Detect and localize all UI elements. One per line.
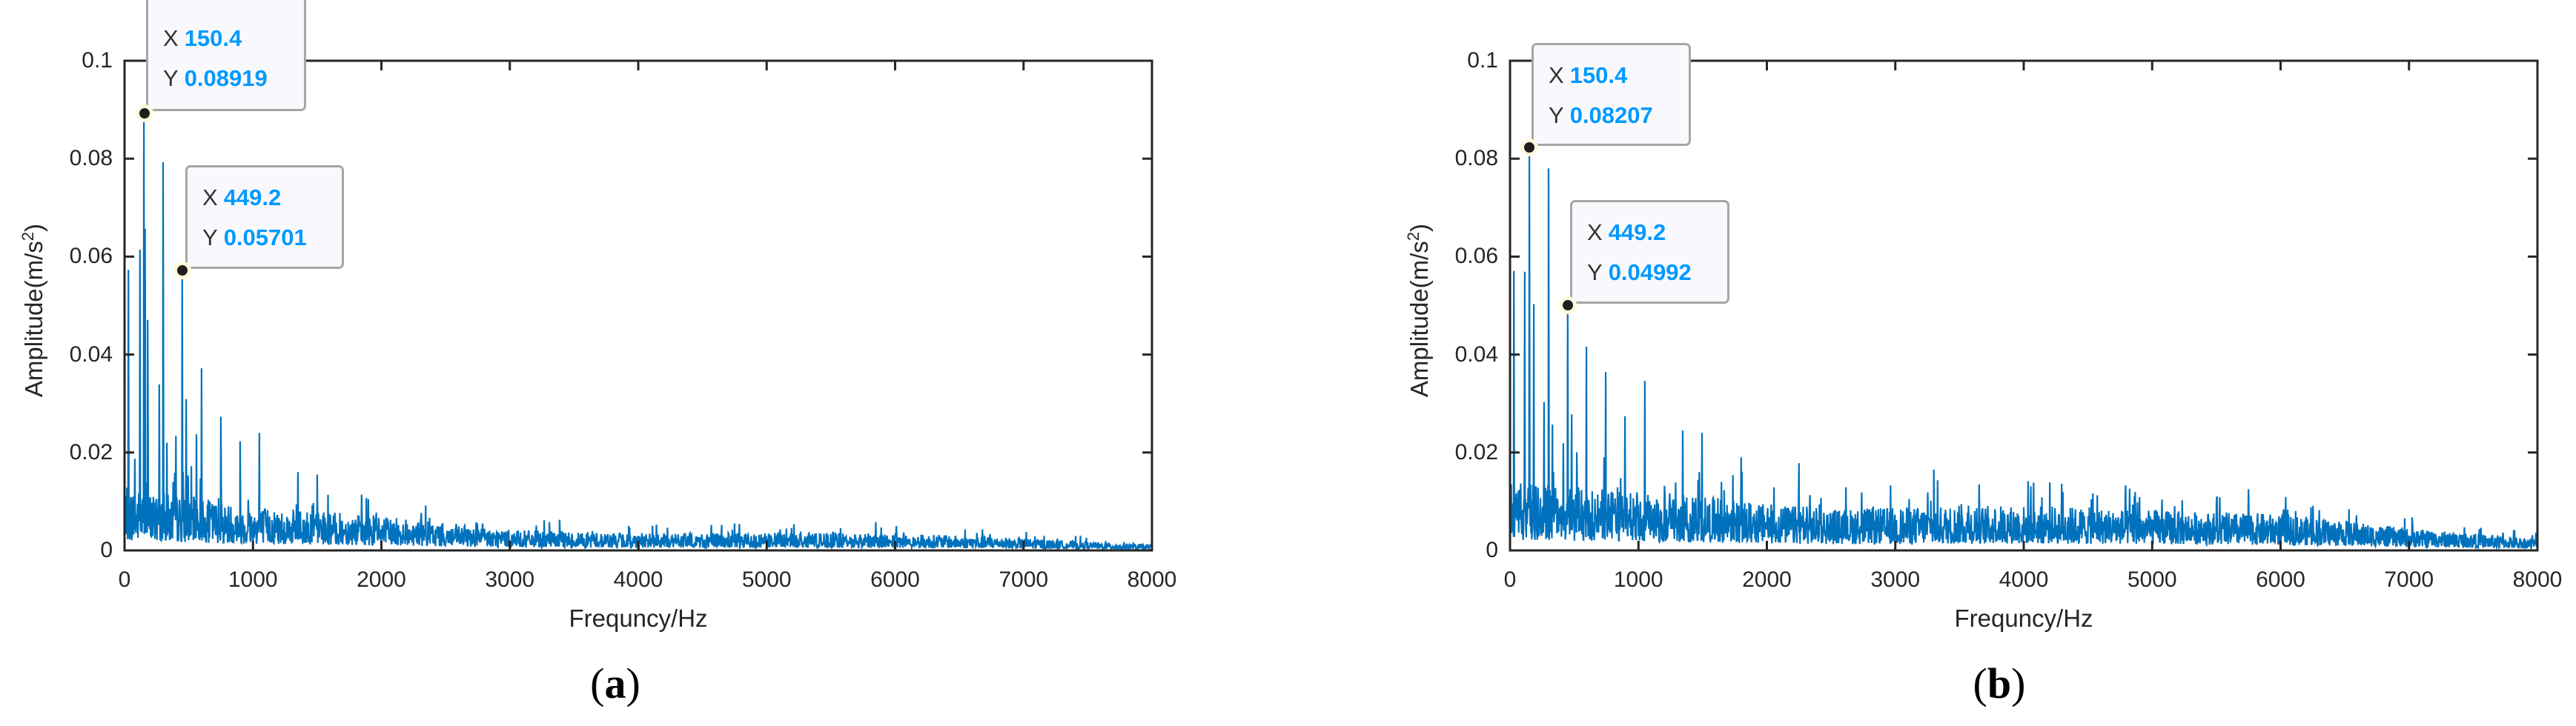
datatip-marker-2[interactable] bbox=[177, 265, 188, 276]
datatip-peak-1[interactable]: X 150.4 Y 0.08919 bbox=[146, 0, 306, 111]
x-axis-label: Frequncy/Hz bbox=[569, 605, 708, 632]
x-tick-label: 6000 bbox=[870, 567, 920, 592]
y-tick-label: 0.04 bbox=[1454, 342, 1498, 367]
datatip-marker-2[interactable] bbox=[1563, 300, 1573, 310]
x-tick-label: 4000 bbox=[1999, 567, 2049, 592]
x-tick-label: 5000 bbox=[741, 567, 792, 592]
datatip-marker-1[interactable] bbox=[1524, 142, 1534, 153]
spectrum-plot-a bbox=[123, 59, 1153, 553]
x-tick-label: 2000 bbox=[357, 567, 406, 592]
panel-b: Amplitude(m/s2) 0 0.02 0.04 0.06 0.08 0.1 0 10… bbox=[1404, 43, 2562, 706]
datatip-peak-2[interactable]: X 449.2 Y 0.04992 bbox=[1570, 200, 1729, 304]
datatip-peak-1[interactable]: X 150.4 Y 0.08207 bbox=[1532, 43, 1691, 146]
x-tick-label: 3000 bbox=[1870, 567, 1921, 592]
spectrum-line bbox=[123, 113, 1153, 553]
y-tick-label: 0.04 bbox=[69, 342, 113, 367]
spectrum-line bbox=[1509, 148, 2539, 551]
panel-caption-a: (a) bbox=[590, 659, 640, 707]
x-tick-label: 8000 bbox=[1127, 567, 1177, 592]
y-tick-label: 0.02 bbox=[1454, 439, 1498, 464]
y-tick-label: 0 bbox=[1486, 538, 1498, 562]
y-tick-label: 0.08 bbox=[69, 146, 113, 171]
x-tick-label: 1000 bbox=[1613, 567, 1663, 592]
y-axis-label: Amplitude(m/s2) bbox=[1404, 223, 1433, 398]
x-tick-label: 0 bbox=[118, 567, 131, 592]
x-tick-label: 7000 bbox=[2384, 567, 2434, 592]
datatip-marker-1[interactable] bbox=[139, 108, 150, 119]
x-tick-label: 0 bbox=[1503, 567, 1517, 592]
x-tick-label: 5000 bbox=[2127, 567, 2177, 592]
datatip-peak-2[interactable]: X 449.2 Y 0.05701 bbox=[185, 165, 344, 269]
y-tick-label: 0.1 bbox=[82, 48, 113, 73]
x-tick-label: 1000 bbox=[228, 567, 278, 592]
x-tick-label: 3000 bbox=[485, 567, 535, 592]
y-tick-label: 0 bbox=[100, 538, 113, 562]
x-tick-label: 6000 bbox=[2256, 567, 2305, 592]
y-tick-label: 0.06 bbox=[69, 244, 113, 269]
x-tick-label: 2000 bbox=[1742, 567, 1792, 592]
y-tick-label: 0.06 bbox=[1454, 244, 1498, 269]
panel-a: Amplitude(m/s2) 0 0.02 0.04 0.06 0.08 0.1 0 10… bbox=[19, 0, 1177, 707]
panel-caption-b: (b) bbox=[1973, 659, 2026, 707]
x-tick-label: 8000 bbox=[2512, 567, 2563, 592]
y-tick-label: 0.02 bbox=[69, 439, 113, 464]
y-tick-label: 0.1 bbox=[1467, 48, 1498, 73]
x-tick-label: 7000 bbox=[999, 567, 1049, 592]
y-tick-label: 0.08 bbox=[1454, 146, 1498, 171]
x-tick-label: 4000 bbox=[613, 567, 663, 592]
x-axis-label: Frequncy/Hz bbox=[1954, 605, 2093, 632]
